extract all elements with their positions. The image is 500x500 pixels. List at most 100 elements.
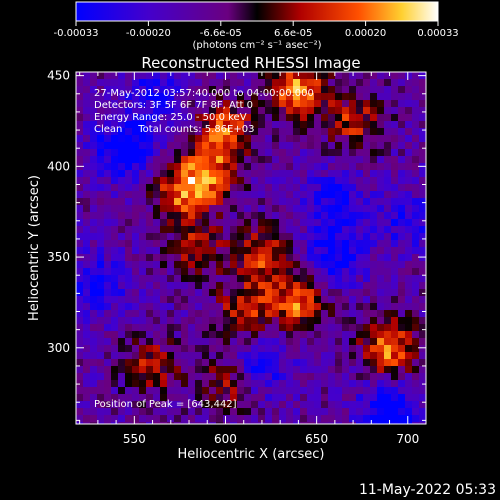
heatmap-cell xyxy=(223,422,231,424)
heatmap-cell xyxy=(363,373,371,381)
heatmap-cell xyxy=(118,233,126,241)
heatmap-cell xyxy=(160,142,168,150)
heatmap-cell xyxy=(237,303,245,311)
heatmap-cell xyxy=(398,303,406,311)
heatmap-cell xyxy=(412,156,420,164)
heatmap-cell xyxy=(167,163,175,171)
heatmap-cell xyxy=(328,86,336,94)
heatmap-cell xyxy=(405,373,413,381)
heatmap-cell xyxy=(188,114,196,122)
heatmap-cell xyxy=(146,296,154,304)
heatmap-cell xyxy=(293,408,301,416)
heatmap-cell xyxy=(377,310,385,318)
heatmap-cell xyxy=(111,415,119,423)
heatmap-cell xyxy=(118,261,126,269)
heatmap-cell xyxy=(251,387,259,395)
heatmap-cell xyxy=(300,191,308,199)
heatmap-cell xyxy=(90,240,98,248)
heatmap-cell xyxy=(272,156,280,164)
heatmap-cell xyxy=(174,268,182,276)
heatmap-cell xyxy=(335,324,343,332)
heatmap-cell xyxy=(356,352,364,360)
heatmap-cell xyxy=(321,254,329,262)
heatmap-cell xyxy=(286,289,294,297)
heatmap-cell xyxy=(181,394,189,402)
heatmap-cell xyxy=(223,149,231,157)
heatmap-cell xyxy=(307,331,315,339)
heatmap-cell xyxy=(258,177,266,185)
heatmap-cell xyxy=(167,289,175,297)
heatmap-cell xyxy=(286,324,294,332)
heatmap-cell xyxy=(293,219,301,227)
heatmap-cell xyxy=(146,240,154,248)
heatmap-cell xyxy=(97,86,105,94)
heatmap-cell xyxy=(307,163,315,171)
heatmap-cell xyxy=(265,352,273,360)
heatmap-cell xyxy=(76,170,84,178)
heatmap-cell xyxy=(419,401,426,409)
heatmap-cell xyxy=(258,149,266,157)
heatmap-cell xyxy=(174,380,182,388)
heatmap-cell xyxy=(384,401,392,409)
heatmap-cell xyxy=(279,121,287,129)
heatmap-cell xyxy=(412,128,420,136)
heatmap-cell xyxy=(342,142,350,150)
heatmap-cell xyxy=(286,359,294,367)
heatmap-cell xyxy=(118,380,126,388)
heatmap-cell xyxy=(265,310,273,318)
heatmap-cell xyxy=(237,226,245,234)
heatmap-cell xyxy=(167,401,175,409)
heatmap-cell xyxy=(258,240,266,248)
heatmap-cell xyxy=(363,121,371,129)
heatmap-cell xyxy=(139,114,147,122)
heatmap-cell xyxy=(125,282,133,290)
heatmap-cell xyxy=(209,352,217,360)
heatmap-cell xyxy=(230,422,238,424)
heatmap-cell xyxy=(104,422,112,424)
heatmap-cell xyxy=(181,100,189,108)
heatmap-cell xyxy=(118,191,126,199)
heatmap-cell xyxy=(139,156,147,164)
heatmap-cell xyxy=(286,408,294,416)
heatmap-cell xyxy=(307,233,315,241)
heatmap-cell xyxy=(181,373,189,381)
heatmap-cell xyxy=(237,296,245,304)
heatmap-cell xyxy=(307,408,315,416)
heatmap-cell xyxy=(398,121,406,129)
heatmap-cell xyxy=(391,247,399,255)
heatmap-cell xyxy=(307,303,315,311)
heatmap-cell xyxy=(258,415,266,423)
heatmap-cell xyxy=(307,394,315,402)
heatmap-cell xyxy=(405,135,413,143)
heatmap-cell xyxy=(342,149,350,157)
heatmap-cell xyxy=(139,366,147,374)
heatmap-cell xyxy=(349,303,357,311)
heatmap-cell xyxy=(356,86,364,94)
heatmap-cell xyxy=(195,282,203,290)
heatmap-cell xyxy=(328,317,336,325)
heatmap-cell xyxy=(104,149,112,157)
heatmap-cell xyxy=(160,310,168,318)
heatmap-cell xyxy=(405,219,413,227)
heatmap-cell xyxy=(146,72,154,80)
heatmap-cell xyxy=(195,366,203,374)
heatmap-cell xyxy=(223,86,231,94)
heatmap-cell xyxy=(356,219,364,227)
heatmap-cell xyxy=(209,163,217,171)
heatmap-cell xyxy=(139,373,147,381)
heatmap-cell xyxy=(83,289,91,297)
heatmap-cell xyxy=(419,352,426,360)
heatmap-cell xyxy=(363,296,371,304)
heatmap-cell xyxy=(293,366,301,374)
heatmap-cell xyxy=(370,268,378,276)
heatmap-cell xyxy=(195,338,203,346)
heatmap-cell xyxy=(286,219,294,227)
heatmap-cell xyxy=(342,415,350,423)
heatmap-cell xyxy=(377,149,385,157)
heatmap-cell xyxy=(195,191,203,199)
heatmap-cell xyxy=(377,261,385,269)
heatmap-cell xyxy=(307,352,315,360)
heatmap-cell xyxy=(111,233,119,241)
heatmap-cell xyxy=(125,261,133,269)
heatmap-cell xyxy=(146,107,154,115)
